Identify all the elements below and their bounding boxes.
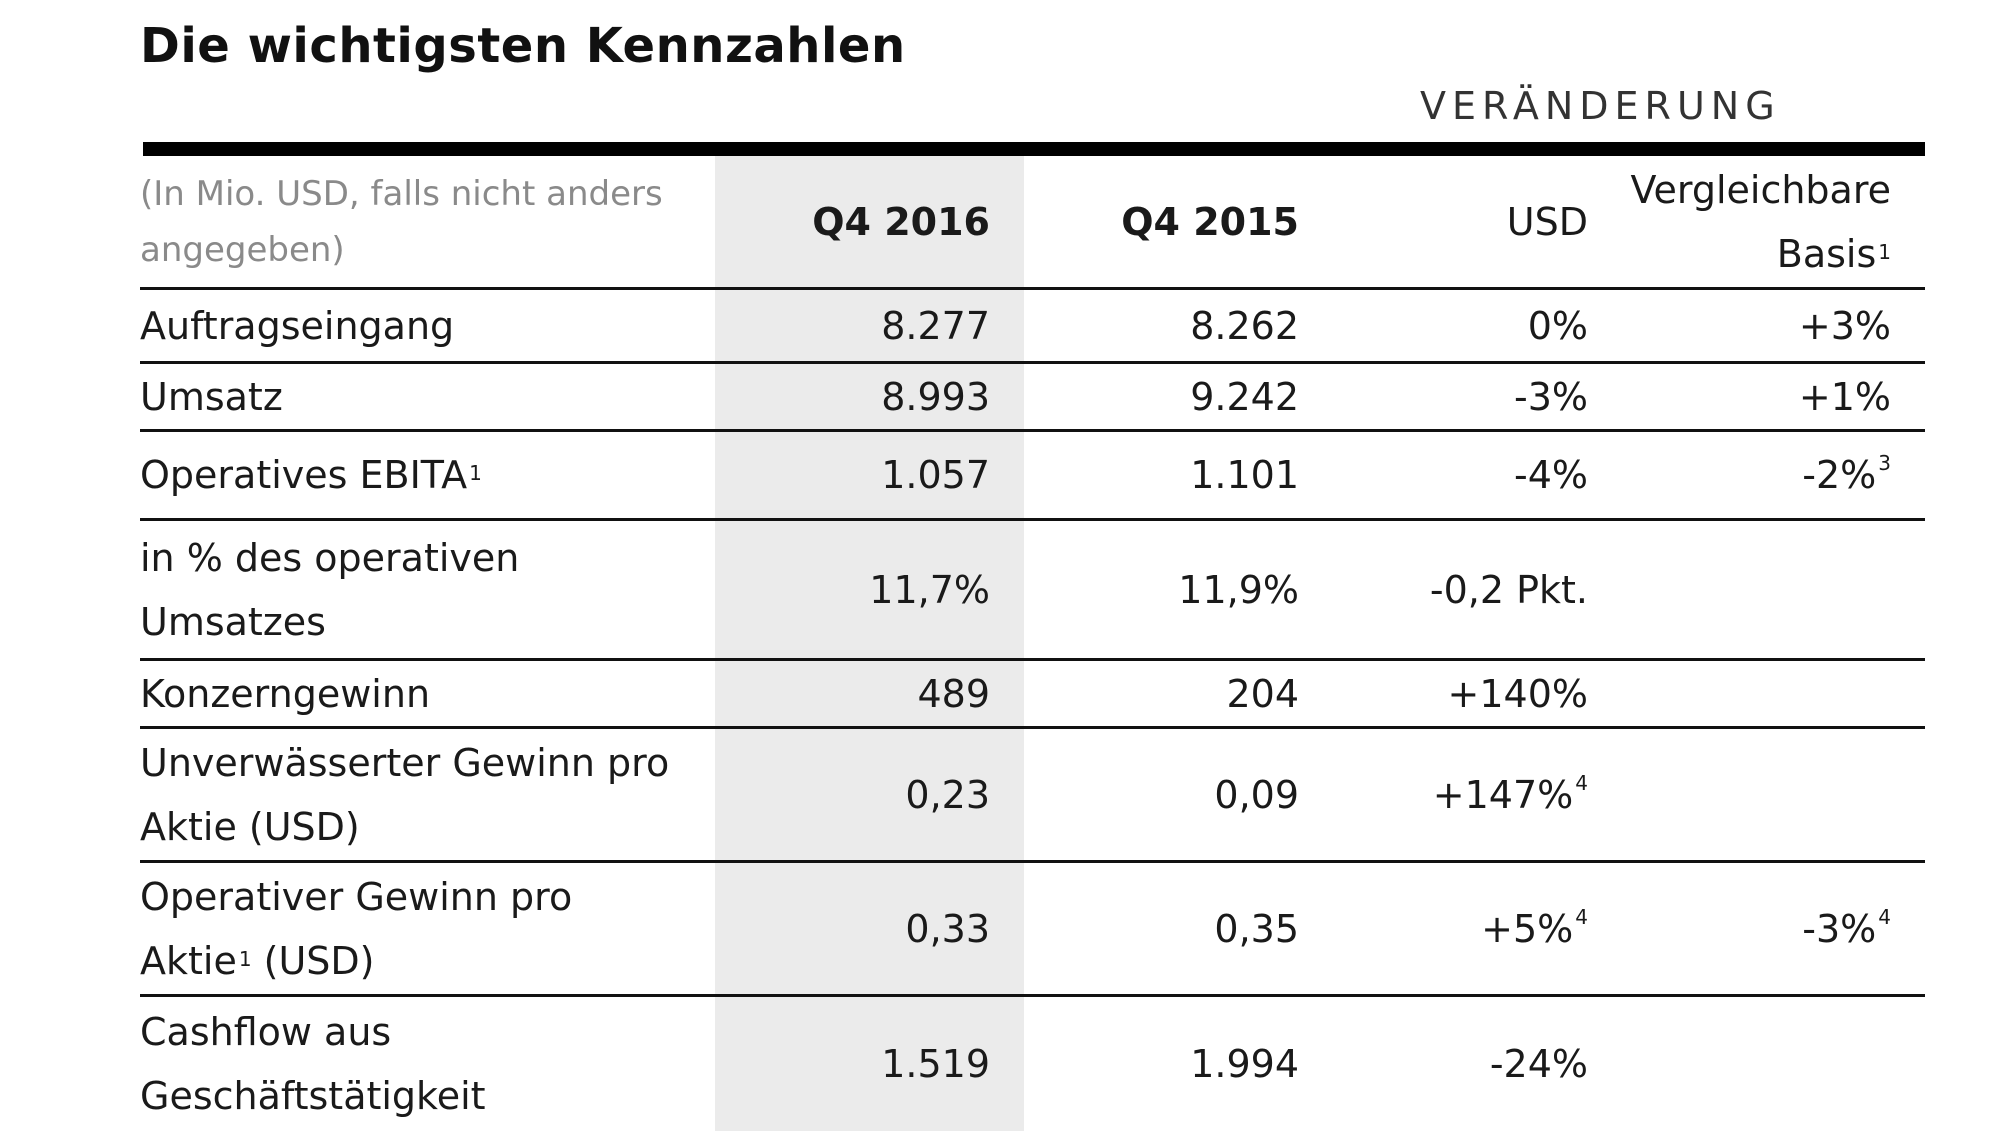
value-q4-2016: 0,23: [715, 729, 1024, 860]
header-q4-2016: Q4 2016: [715, 156, 1024, 287]
table-row: Auftragseingang 8.277 8.262 0% +3%: [140, 290, 1925, 364]
header-comparable-text: Vergleichbare Basis: [1630, 167, 1891, 276]
value-q4-2015: 8.262: [1190, 303, 1299, 348]
value-change-usd: -24%: [1489, 1042, 1588, 1086]
row-label: Operatives EBITA 1: [140, 443, 715, 507]
value-change-comparable: -3% 4: [1598, 904, 1925, 951]
row-label: in % des operativen Umsatzes: [140, 535, 520, 644]
row-label-footnote: 1: [469, 461, 482, 485]
table-row: Umsatz 8.993 9.242 -3% +1%: [140, 364, 1925, 432]
value-q4-2016: 1.057: [715, 432, 1024, 518]
row-label: Operativer Gewinn pro Aktie 1 (USD): [140, 865, 715, 993]
value-comparable-text: -3%: [1802, 906, 1877, 951]
value-comparable-text: -2%: [1802, 453, 1877, 497]
value-usd-text: +5%: [1481, 906, 1574, 951]
change-column-group-heading: VERÄNDERUNG: [1420, 84, 1781, 128]
key-figures-table: (In Mio. USD, falls nicht anders angegeb…: [140, 156, 1925, 1131]
row-label-text: Operatives EBITA: [140, 453, 468, 497]
value-comparable-footnote: 3: [1878, 451, 1891, 475]
table-row: Unverwässerter Gewinn pro Aktie (USD) 0,…: [140, 729, 1925, 863]
table-row: Konzerngewinn 489 204 +140%: [140, 661, 1925, 729]
value-q4-2016: 8.277: [715, 290, 1024, 361]
row-label: Umsatz: [140, 374, 283, 419]
table-row: Operativer Gewinn pro Aktie 1 (USD) 0,33 …: [140, 863, 1925, 997]
row-label-footnote: 1: [238, 946, 252, 971]
value-change-usd: +147% 4: [1333, 770, 1598, 817]
value-change-usd: +140%: [1447, 671, 1588, 716]
row-label: Konzerngewinn: [140, 671, 431, 716]
value-comparable-footnote: 4: [1878, 904, 1891, 929]
value-q4-2016: 0,33: [715, 863, 1024, 994]
value-q4-2015: 1.994: [1190, 1042, 1299, 1086]
row-label: Cashflow aus Geschäftstätigkeit: [140, 1010, 486, 1118]
value-change-comparable: -2% 3: [1598, 451, 1925, 497]
header-comparable-footnote: 1: [1878, 239, 1891, 264]
value-q4-2016: 11,7%: [715, 521, 1024, 658]
row-label: Unverwässerter Gewinn pro Aktie (USD): [140, 740, 670, 849]
value-q4-2015: 0,09: [1214, 772, 1299, 817]
header-comparable-basis: Vergleichbare Basis 1: [1598, 158, 1925, 286]
table-row: in % des operativen Umsatzes 11,7% 11,9%…: [140, 521, 1925, 661]
value-change-usd: 0%: [1527, 303, 1588, 348]
value-change-usd: +5% 4: [1333, 904, 1598, 951]
row-label-text: Operativer Gewinn pro Aktie: [140, 874, 573, 983]
row-label: Auftragseingang: [140, 303, 455, 348]
value-usd-text: +147%: [1432, 772, 1574, 817]
value-q4-2015: 11,9%: [1178, 567, 1299, 612]
table-top-rule: [143, 142, 1925, 156]
page-title: Die wichtigsten Kennzahlen: [140, 18, 906, 74]
value-usd-footnote: 4: [1575, 904, 1588, 929]
value-q4-2016: 8.993: [715, 364, 1024, 429]
header-unit-note: (In Mio. USD, falls nicht anders angegeb…: [140, 173, 663, 270]
value-q4-2015: 9.242: [1190, 374, 1299, 419]
table-row: Cashflow aus Geschäftstätigkeit 1.519 1.…: [140, 997, 1925, 1131]
value-change-usd: -0,2 Pkt.: [1429, 567, 1588, 612]
table-row: Operatives EBITA 1 1.057 1.101 -4% -2% 3: [140, 432, 1925, 521]
row-label-unit: (USD): [251, 938, 375, 983]
value-q4-2016: 1.519: [715, 997, 1024, 1131]
value-q4-2015: 0,35: [1214, 906, 1299, 951]
table-header-row: (In Mio. USD, falls nicht anders angegeb…: [140, 156, 1925, 290]
value-change-comparable: +1%: [1798, 374, 1891, 419]
value-change-comparable: +3%: [1798, 303, 1891, 348]
header-usd: USD: [1506, 199, 1588, 244]
header-q4-2015: Q4 2015: [1121, 199, 1299, 244]
value-q4-2015: 1.101: [1190, 453, 1299, 497]
value-change-usd: -3%: [1514, 374, 1588, 419]
value-q4-2015: 204: [1226, 671, 1299, 716]
value-q4-2016: 489: [715, 661, 1024, 726]
value-usd-footnote: 4: [1575, 770, 1588, 795]
value-change-usd: -4%: [1514, 453, 1588, 497]
